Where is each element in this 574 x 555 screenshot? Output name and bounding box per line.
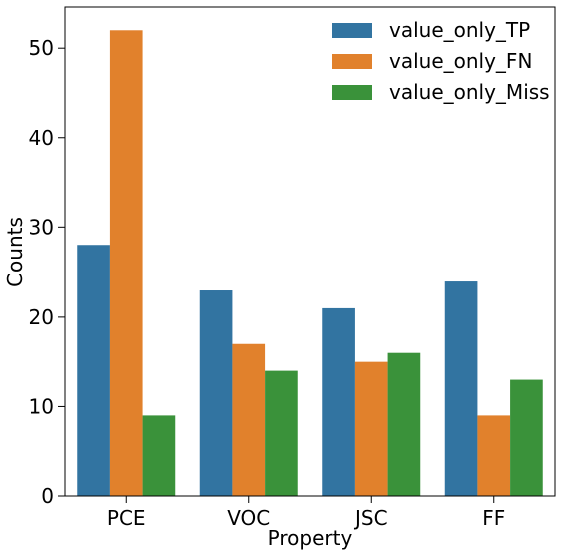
bar-value_only_FN-VOC [232, 343, 266, 496]
x-tick-label: PCE [107, 506, 146, 530]
bar-value_only_TP-JSC [322, 307, 355, 496]
bar-value_only_TP-FF [444, 281, 478, 496]
legend: value_only_TP value_only_FN value_only_Mis… [332, 18, 550, 104]
bar-value_only_TP-VOC [199, 290, 233, 496]
bar-value_only_Miss-PCE [142, 415, 176, 496]
y-tick-label: 40 [29, 126, 54, 150]
y-tick-label: 20 [29, 305, 54, 329]
legend-label: value_only_FN [389, 49, 532, 73]
y-tick-label: 30 [29, 215, 54, 239]
legend-label: value_only_TP [389, 18, 530, 42]
x-tick-label: FF [482, 506, 505, 530]
legend-swatch-value_only_FN [332, 54, 372, 69]
plot-frame [64, 6, 556, 497]
x-axis-label: Property [268, 526, 353, 550]
y-tick-label: 0 [41, 484, 54, 508]
x-tick-label: VOC [227, 506, 270, 530]
legend-swatch-value_only_TP [332, 23, 372, 38]
y-tick-label: 10 [29, 394, 54, 418]
bar-value_only_TP-PCE [77, 245, 110, 496]
bar-value_only_Miss-FF [510, 379, 543, 496]
bar-value_only_Miss-JSC [387, 352, 421, 496]
x-tick-label: JSC [353, 506, 388, 530]
bar-value_only_FN-PCE [109, 30, 143, 497]
bar-value_only_FN-JSC [354, 361, 388, 496]
y-axis-ticks: 0 10 20 30 40 50 [29, 36, 65, 508]
legend-label: value_only_Miss [389, 80, 550, 104]
x-axis-ticks: PCE VOC JSC FF [107, 496, 505, 530]
y-axis-label: Counts [3, 217, 27, 287]
bar-value_only_Miss-VOC [265, 370, 298, 496]
y-tick-label: 50 [29, 36, 54, 60]
bar-value_only_FN-FF [477, 415, 511, 496]
bars-group [77, 30, 543, 497]
legend-swatch-value_only_Miss [332, 85, 372, 100]
